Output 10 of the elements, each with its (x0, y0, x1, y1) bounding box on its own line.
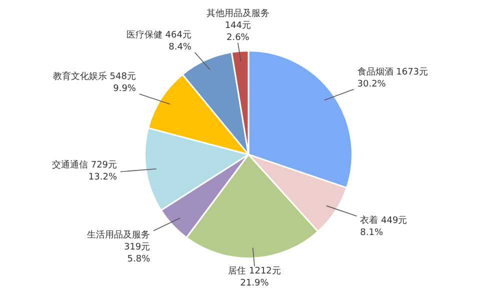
slice-label: 衣着 449元 8.1% (360, 215, 408, 238)
data-label: 319元 5.8% (124, 242, 151, 265)
slice-label: 居住 1212元 21.9% (228, 265, 281, 288)
slice-label: 交通通信 729元 13.2% (52, 160, 118, 183)
slice-label: 生活用品及服务 (87, 230, 150, 241)
slice-label: 其他用品及服务 (206, 8, 270, 19)
data-label: 144元 2.6% (224, 20, 252, 43)
slice-label: 医疗保健 464元 8.4% (126, 30, 192, 53)
slice-label: 教育文化娱乐 548元 9.9% (52, 71, 136, 94)
slice-label: 食品烟酒 1673元 30.2% (357, 66, 428, 90)
